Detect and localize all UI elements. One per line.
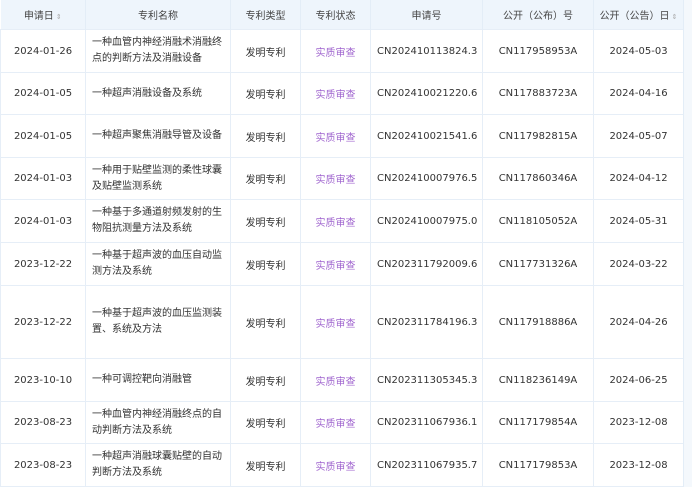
- cell-patent-status: 实质审查: [300, 242, 371, 286]
- cell-publication-date: 2024-03-22: [593, 242, 684, 286]
- cell-patent-type: 发明专利: [230, 443, 301, 487]
- cell-patent-status: 实质审查: [300, 358, 371, 402]
- cell-publication-number: CN117982815A: [482, 114, 594, 158]
- table-row[interactable]: 2023-08-23 一种超声消融球囊贴壁的自动判断方法及系统 发明专利 实质审查 CN…: [0, 443, 684, 487]
- header-patent-status: 专利状态: [300, 0, 371, 30]
- cell-publication-number: CN118236149A: [482, 358, 594, 402]
- cell-publication-number: CN117731326A: [482, 242, 594, 286]
- cell-application-number: CN202311067935.7: [370, 443, 483, 487]
- cell-patent-type: 发明专利: [230, 242, 301, 286]
- cell-patent-status: 实质审查: [300, 401, 371, 444]
- header-publication-number: 公开（公布）号: [482, 0, 594, 30]
- header-label: 专利类型: [245, 11, 286, 22]
- header-publication-date[interactable]: 公开（公告）日 ⇕: [593, 0, 684, 30]
- cell-patent-status: 实质审查: [300, 72, 371, 115]
- table-row[interactable]: 2024-01-03 一种用于贴壁监测的柔性球囊及贴壁监测系统 发明专利 实质审查 CN…: [0, 157, 684, 200]
- cell-patent-name: 一种血管内神经消融术消融终点的判断方法及消融设备: [85, 29, 231, 73]
- cell-publication-date: 2023-12-08: [593, 443, 684, 487]
- cell-publication-number: CN117883723A: [482, 72, 594, 115]
- cell-publication-date: 2024-04-12: [593, 157, 684, 200]
- cell-application-date: 2024-01-26: [0, 29, 86, 73]
- header-label: 公开（公布）号: [503, 11, 573, 22]
- cell-application-date: 2023-12-22: [0, 242, 86, 286]
- cell-patent-name: 一种血管内神经消融终点的自动判断方法及系统: [85, 401, 231, 444]
- cell-application-number: CN202410021541.6: [370, 114, 483, 158]
- header-patent-type: 专利类型: [230, 0, 301, 30]
- table-row[interactable]: 2024-01-05 一种超声消融设备及系统 发明专利 实质审查 CN202410021…: [0, 72, 684, 115]
- cell-patent-status: 实质审查: [300, 114, 371, 158]
- table-row[interactable]: 2024-01-26 一种血管内神经消融术消融终点的判断方法及消融设备 发明专利 实质…: [0, 29, 684, 73]
- cell-patent-name: 一种基于多通道射频发射的生物阻抗测量方法及系统: [85, 199, 231, 243]
- cell-application-number: CN202311792009.6: [370, 242, 483, 286]
- header-label: 专利状态: [315, 11, 356, 22]
- cell-application-date: 2024-01-03: [0, 199, 86, 243]
- cell-patent-type: 发明专利: [230, 29, 301, 73]
- cell-patent-status: 实质审查: [300, 285, 371, 359]
- cell-publication-date: 2023-12-08: [593, 401, 684, 444]
- cell-publication-number: CN117860346A: [482, 157, 594, 200]
- scrollbar[interactable]: [683, 0, 692, 487]
- header-label: 申请号: [411, 11, 442, 22]
- table-row[interactable]: 2024-01-05 一种超声聚焦消融导管及设备 发明专利 实质审查 CN2024100…: [0, 114, 684, 158]
- cell-patent-type: 发明专利: [230, 72, 301, 115]
- cell-publication-date: 2024-05-31: [593, 199, 684, 243]
- header-label: 公开（公告）日: [599, 11, 670, 22]
- cell-patent-type: 发明专利: [230, 401, 301, 444]
- cell-patent-type: 发明专利: [230, 199, 301, 243]
- table-row[interactable]: 2023-12-22 一种基于超声波的血压自动监测方法及系统 发明专利 实质审查 CN2…: [0, 242, 684, 286]
- cell-publication-number: CN117179853A: [482, 443, 594, 487]
- sort-icon[interactable]: ⇕: [671, 13, 678, 21]
- cell-application-number: CN202311784196.3: [370, 285, 483, 359]
- header-patent-name: 专利名称: [85, 0, 231, 30]
- cell-application-date: 2023-08-23: [0, 401, 86, 444]
- table-row[interactable]: 2024-01-03 一种基于多通道射频发射的生物阻抗测量方法及系统 发明专利 实质审…: [0, 199, 684, 243]
- cell-publication-date: 2024-05-03: [593, 29, 684, 73]
- cell-patent-status: 实质审查: [300, 199, 371, 243]
- cell-application-date: 2024-01-05: [0, 114, 86, 158]
- cell-publication-date: 2024-04-16: [593, 72, 684, 115]
- cell-patent-type: 发明专利: [230, 114, 301, 158]
- cell-application-date: 2024-01-05: [0, 72, 86, 115]
- table-row[interactable]: 2023-08-23 一种血管内神经消融终点的自动判断方法及系统 发明专利 实质审查 C…: [0, 401, 684, 444]
- cell-application-number: CN202410021220.6: [370, 72, 483, 115]
- cell-patent-name: 一种基于超声波的血压监测装置、系统及方法: [85, 285, 231, 359]
- cell-publication-number: CN117958953A: [482, 29, 594, 73]
- cell-patent-name: 一种基于超声波的血压自动监测方法及系统: [85, 242, 231, 286]
- cell-application-number: CN202410007975.0: [370, 199, 483, 243]
- cell-patent-type: 发明专利: [230, 358, 301, 402]
- header-application-date[interactable]: 申请日 ⇕: [0, 0, 86, 30]
- cell-patent-type: 发明专利: [230, 285, 301, 359]
- cell-publication-date: 2024-06-25: [593, 358, 684, 402]
- header-label: 专利名称: [138, 11, 178, 22]
- cell-patent-name: 一种超声消融设备及系统: [85, 72, 231, 115]
- cell-patent-status: 实质审查: [300, 29, 371, 73]
- table-row[interactable]: 2023-12-22 一种基于超声波的血压监测装置、系统及方法 发明专利 实质审查 CN…: [0, 285, 684, 359]
- cell-patent-name: 一种用于贴壁监测的柔性球囊及贴壁监测系统: [85, 157, 231, 200]
- cell-application-date: 2023-10-10: [0, 358, 86, 402]
- cell-patent-status: 实质审查: [300, 157, 371, 200]
- cell-patent-status: 实质审查: [300, 443, 371, 487]
- cell-publication-date: 2024-04-26: [593, 285, 684, 359]
- sort-icon[interactable]: ⇕: [55, 13, 62, 21]
- cell-publication-number: CN117918886A: [482, 285, 594, 359]
- cell-publication-number: CN118105052A: [482, 199, 594, 243]
- table-header: 申请日 ⇕ 专利名称 专利类型 专利状态 申请号 公开（公布）号 公开（公告）日 ⇕: [0, 0, 684, 30]
- cell-patent-name: 一种超声聚焦消融导管及设备: [85, 114, 231, 158]
- table-row[interactable]: 2023-10-10 一种可调控靶向消融管 发明专利 实质审查 CN2023113053…: [0, 358, 684, 402]
- cell-application-number: CN202410113824.3: [370, 29, 483, 73]
- cell-application-number: CN202311067936.1: [370, 401, 483, 444]
- header-application-number: 申请号: [370, 0, 483, 30]
- cell-application-number: CN202311305345.3: [370, 358, 483, 402]
- cell-patent-name: 一种超声消融球囊贴壁的自动判断方法及系统: [85, 443, 231, 487]
- cell-application-date: 2024-01-03: [0, 157, 86, 200]
- cell-publication-number: CN117179854A: [482, 401, 594, 444]
- cell-application-date: 2023-12-22: [0, 285, 86, 359]
- cell-application-number: CN202410007976.5: [370, 157, 483, 200]
- header-label: 申请日: [23, 11, 54, 22]
- cell-patent-name: 一种可调控靶向消融管: [85, 358, 231, 402]
- cell-publication-date: 2024-05-07: [593, 114, 684, 158]
- cell-application-date: 2023-08-23: [0, 443, 86, 487]
- cell-patent-type: 发明专利: [230, 157, 301, 200]
